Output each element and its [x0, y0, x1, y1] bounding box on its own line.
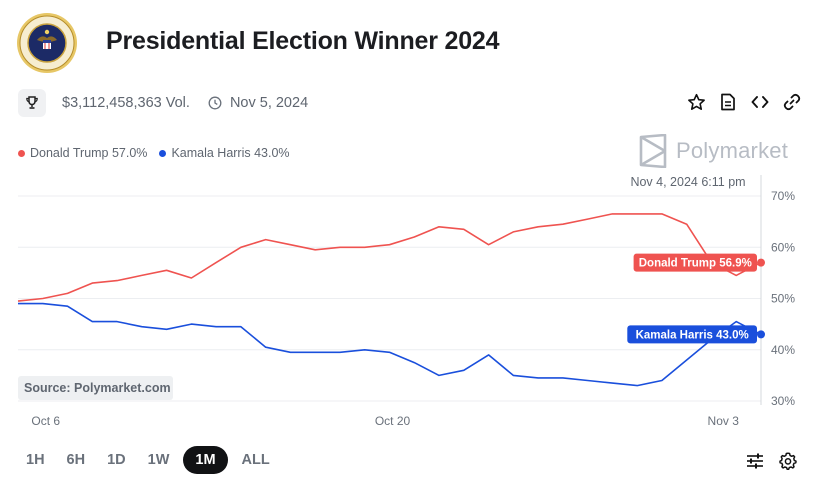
page-title: Presidential Election Winner 2024 [106, 27, 500, 55]
embed-button[interactable] [750, 92, 770, 112]
x-axis: Oct 6 Oct 20 Nov 3 [31, 414, 739, 428]
document-button[interactable] [718, 92, 738, 112]
legend-item-trump: Donald Trump 57.0% [18, 146, 147, 160]
market-actions [686, 92, 802, 112]
market-meta: $3,112,458,363 Vol. Nov 5, 2024 [18, 89, 308, 117]
chart-series [17, 213, 765, 387]
range-1m-button[interactable]: 1M [183, 446, 228, 474]
link-icon [783, 93, 801, 111]
data-point [757, 330, 765, 339]
end-label-box [627, 325, 757, 344]
y-tick-label: 60% [771, 240, 795, 254]
legend-dot [18, 149, 25, 157]
series-line-trump [17, 213, 762, 302]
y-tick-label: 40% [771, 343, 795, 357]
chart-settings-button[interactable] [778, 451, 798, 471]
sliders-icon [747, 453, 763, 469]
price-history-chart[interactable]: 30% 40% 50% 60% 70% Oct 6 Oct 20 Nov 3 Nov 4, … [0, 168, 822, 430]
chart-legend: Donald Trump 57.0% Kamala Harris 43.0% [18, 146, 302, 160]
end-labels: Donald Trump 56.9% Kamala Harris 43.0% [627, 253, 757, 344]
x-tick-label: Oct 6 [31, 414, 60, 428]
trophy-badge[interactable] [18, 89, 46, 117]
bookmark-button[interactable] [686, 92, 706, 112]
star-icon [687, 93, 705, 110]
code-icon [751, 96, 769, 108]
legend-label: Donald Trump 57.0% [30, 146, 148, 160]
legend-item-harris: Kamala Harris 43.0% [159, 146, 290, 160]
legend-label: Kamala Harris 43.0% [171, 146, 290, 160]
chart-grid [18, 195, 761, 402]
document-icon [721, 93, 735, 111]
chart-filter-button[interactable] [745, 451, 765, 471]
chart-tools [745, 451, 798, 471]
range-6h-button[interactable]: 6H [66, 452, 86, 468]
source-badge [18, 376, 173, 400]
y-tick-label: 50% [771, 292, 795, 306]
y-tick-label: 30% [771, 394, 795, 408]
gear-icon [779, 452, 797, 470]
range-1d-button[interactable]: 1D [107, 452, 126, 468]
source-label: Source: Polymarket.com [24, 381, 171, 395]
copy-link-button[interactable] [782, 92, 802, 112]
data-point [757, 258, 765, 267]
legend-dot [159, 149, 167, 157]
x-tick-label: Nov 3 [708, 414, 740, 428]
volume-text: $3,112,458,363 Vol. [62, 95, 190, 111]
series-line-harris [18, 302, 762, 387]
trophy-icon [26, 96, 38, 109]
y-axis: 30% 40% 50% 60% 70% [771, 189, 795, 408]
range-1w-button[interactable]: 1W [147, 452, 170, 468]
end-label-text: Kamala Harris 43.0% [636, 329, 749, 341]
end-label-box [633, 253, 757, 272]
end-date-text: Nov 5, 2024 [229, 95, 309, 111]
x-tick-label: Oct 20 [375, 414, 411, 428]
range-1h-button[interactable]: 1H [26, 452, 45, 468]
hover-date-label: Nov 4, 2024 6:11 pm [630, 175, 745, 189]
polymarket-watermark: Polymarket [638, 134, 788, 168]
y-tick-label: 70% [771, 189, 795, 203]
end-label-text: Donald Trump 56.9% [639, 258, 752, 270]
range-all-button[interactable]: ALL [241, 452, 270, 468]
brand-name: Polymarket [676, 138, 789, 163]
time-range-selector: 1H 6H 1D 1W 1M ALL [18, 446, 278, 474]
clock-icon [208, 96, 222, 110]
presidential-seal-icon [17, 13, 77, 73]
polymarket-logo-icon [639, 134, 667, 168]
